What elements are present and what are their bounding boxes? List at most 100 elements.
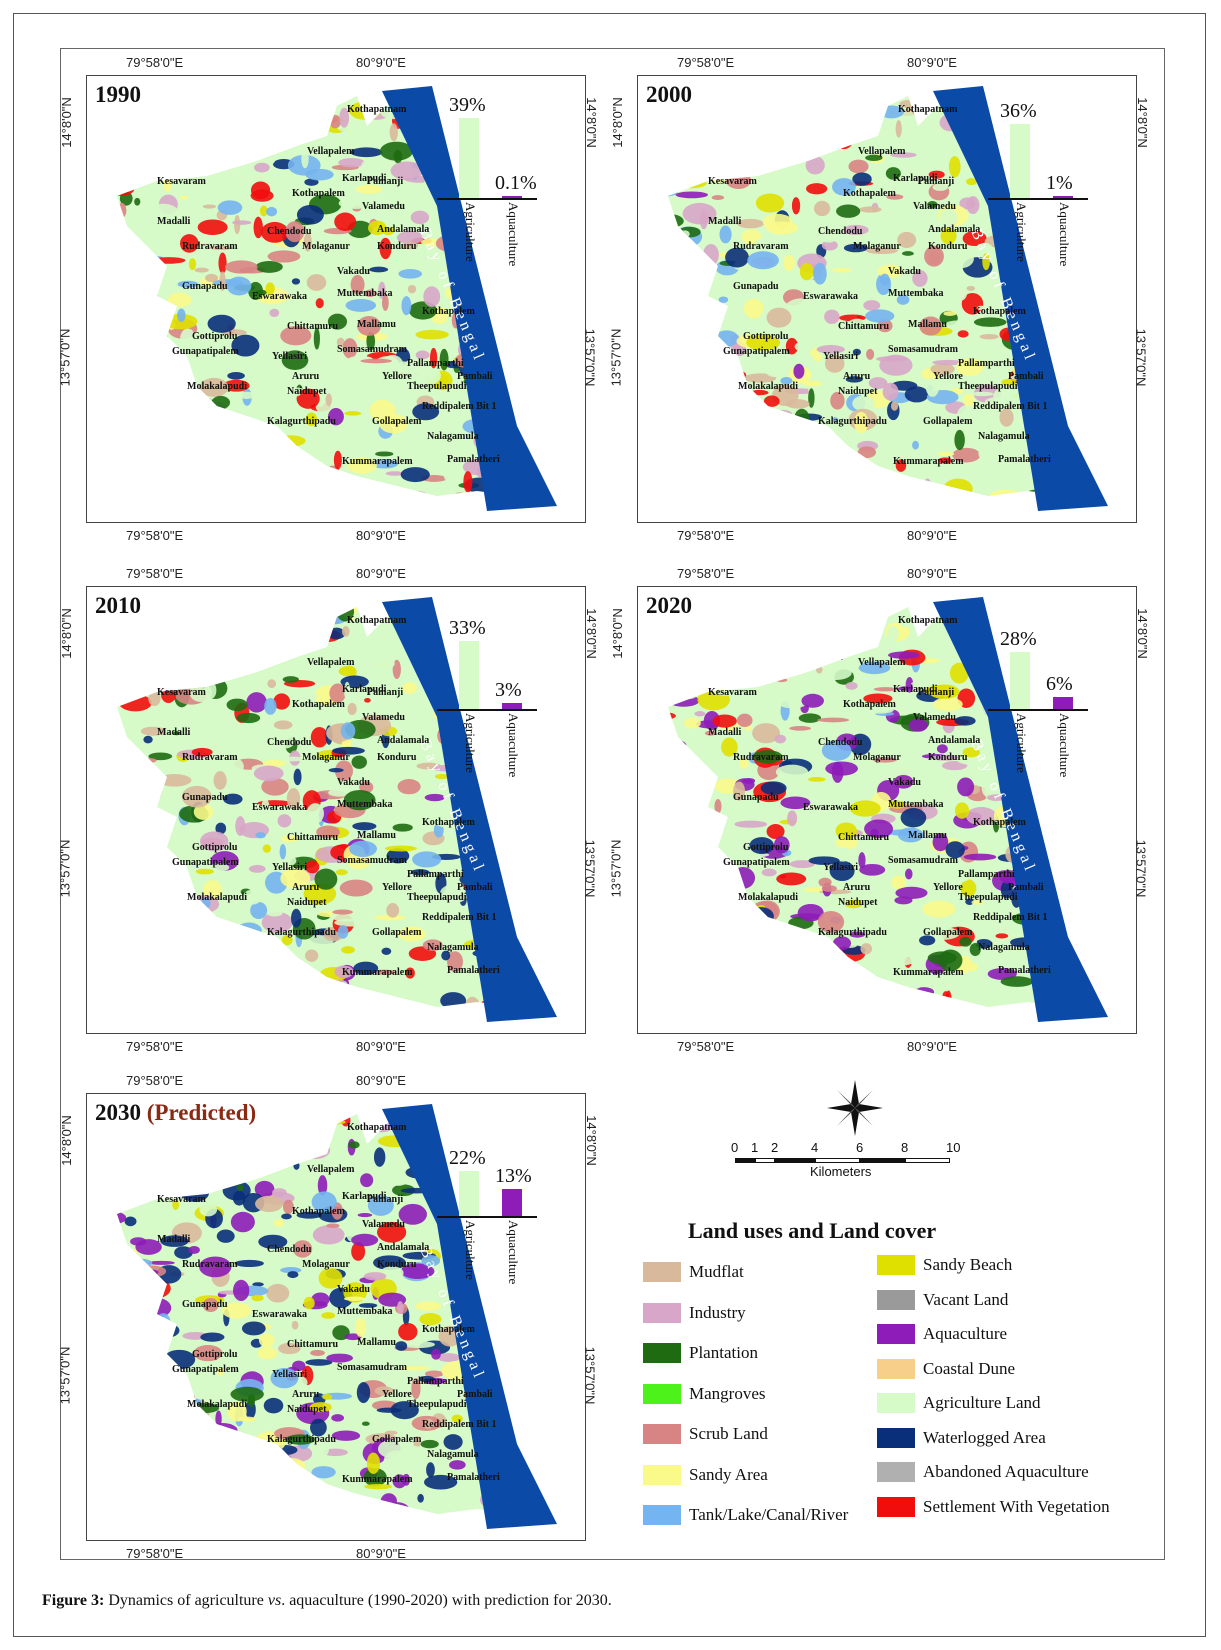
place-label: Madalli xyxy=(708,216,742,227)
place-label: Vellapalem xyxy=(858,146,906,157)
place-label: Kothapatnam xyxy=(347,1122,407,1133)
place-label: Andalamala xyxy=(377,224,430,235)
place-label: Yellore xyxy=(933,371,963,382)
legend-swatch xyxy=(643,1383,681,1404)
place-label: Chendodu xyxy=(818,737,863,748)
latitude-label-right: 14°8'0"N xyxy=(583,608,599,659)
legend-swatch xyxy=(643,1464,681,1485)
aquaculture-axis-label: Aquaculture xyxy=(506,1220,521,1285)
latitude-label-left: 14°8'0"N xyxy=(609,608,625,659)
place-label: Somasamudram xyxy=(888,344,959,355)
place-label: Gollapalem xyxy=(372,927,422,938)
legend-swatch xyxy=(643,1262,681,1282)
caption-text-suffix: . aquaculture (1990-2020) with predictio… xyxy=(281,1592,612,1609)
place-label: Reddipalem Bit 1 xyxy=(973,401,1048,412)
place-label: Molaganur xyxy=(853,752,901,763)
latitude-label-right: 14°8'0"N xyxy=(1134,608,1150,659)
legend-swatch xyxy=(877,1462,915,1482)
place-label: Konduru xyxy=(377,241,417,252)
place-label: Gunapadu xyxy=(182,281,228,292)
place-label: Valamedu xyxy=(362,712,405,723)
place-label: Pallamparthi xyxy=(407,869,464,880)
aquaculture-bar xyxy=(502,702,522,709)
place-label: Kummarapalem xyxy=(342,1474,413,1485)
latitude-label-left: 14°8'0"N xyxy=(58,1115,74,1166)
place-label: Kothapalem xyxy=(843,188,896,199)
legend-swatch xyxy=(643,1302,681,1323)
latitude-label-right: 14°8'0"N xyxy=(583,97,599,148)
latitude-label-left: 14°8'0"N xyxy=(609,97,625,148)
place-label: Muttembaka xyxy=(888,799,944,810)
place-label: Pallamparthi xyxy=(958,869,1015,880)
map-panel-1990: Bay of Bengal Kothapatnam Vellapalem Karlap… xyxy=(86,75,586,523)
place-label: Vellapalem xyxy=(307,657,355,668)
place-label: Pamanji xyxy=(367,687,404,698)
place-label: Aruru xyxy=(292,371,320,382)
figure-caption: Figure 3: Dynamics of agriculture vs. aq… xyxy=(42,1592,612,1610)
legend-item: Mudflat xyxy=(643,1262,744,1282)
place-label: Molakalapudi xyxy=(187,381,248,392)
place-label: Andalamala xyxy=(377,1242,430,1253)
agriculture-bar xyxy=(459,641,479,709)
place-label: Chittamuru xyxy=(838,321,890,332)
scale-segment xyxy=(860,1158,905,1163)
place-label: Pamalatheri xyxy=(447,965,500,976)
legend-swatch xyxy=(877,1255,915,1275)
panel-year: 2030 (Predicted) xyxy=(95,1100,256,1126)
place-label: Kummarapalem xyxy=(342,967,413,978)
place-label: Chittamuru xyxy=(287,832,339,843)
latitude-label-left: 14°8'0"N xyxy=(58,608,74,659)
place-label: Pamalatheri xyxy=(998,454,1051,465)
scale-tick-label: 0 xyxy=(731,1140,739,1155)
legend-swatch xyxy=(643,1505,681,1525)
place-label: Rudravaram xyxy=(182,1259,238,1270)
place-label: Gottiprolu xyxy=(192,331,238,342)
scale-segment xyxy=(905,1158,950,1163)
land-cover-map xyxy=(117,1104,557,1529)
bar-axis xyxy=(437,198,537,200)
sea-area xyxy=(382,597,557,1022)
latitude-label-left: 13°57'0"N xyxy=(57,328,73,387)
place-label: Vellapalem xyxy=(307,1164,355,1175)
place-label: Gottiprolu xyxy=(743,331,789,342)
place-label: Theepulapudi xyxy=(958,892,1018,903)
agriculture-bar xyxy=(459,1170,479,1216)
place-label: Rudravaram xyxy=(733,752,789,763)
agriculture-axis-label: Agriculture xyxy=(1014,202,1029,262)
longitude-label-bottom: 80°9'0"E xyxy=(356,1039,406,1054)
longitude-label-bottom: 80°9'0"E xyxy=(356,528,406,543)
place-label: Gollapalem xyxy=(923,416,973,427)
place-label: Nalagamula xyxy=(427,942,479,953)
legend-label: Tank/Lake/Canal/River xyxy=(689,1505,849,1524)
legend-item: Agriculture Land xyxy=(877,1393,1041,1413)
place-label: Karlapudi xyxy=(342,684,387,695)
scale-unit-label: Kilometers xyxy=(810,1164,872,1179)
place-label: Gollapalem xyxy=(372,416,422,427)
longitude-label-top: 79°58'0"E xyxy=(126,1073,184,1088)
place-label: Vakadu xyxy=(337,777,370,788)
place-label: Konduru xyxy=(377,752,417,763)
place-label: Reddipalem Bit 1 xyxy=(422,1419,497,1430)
longitude-label-bottom: 79°58'0"E xyxy=(677,1039,735,1054)
place-label: Kesavaram xyxy=(708,176,757,187)
place-label: Gunapatipalem xyxy=(723,346,790,357)
agriculture-pct-label: 36% xyxy=(1000,100,1037,123)
legend-swatch xyxy=(877,1358,915,1379)
panel-year: 2010 xyxy=(95,593,141,619)
panel-year-text: 1990 xyxy=(95,82,141,107)
place-label: Gottiprolu xyxy=(743,842,789,853)
place-label: Muttembaka xyxy=(888,288,944,299)
place-label: Eswarawaka xyxy=(252,1309,308,1320)
figure-inner-frame xyxy=(60,48,1165,1560)
place-label: Nalagamula xyxy=(427,431,479,442)
legend-swatch xyxy=(877,1289,915,1310)
place-label: Gunapadu xyxy=(733,792,779,803)
place-label: Andalamala xyxy=(928,224,981,235)
land-cover-map xyxy=(117,86,557,511)
place-label: Molaganur xyxy=(302,1259,350,1270)
legend-label: Mangroves xyxy=(689,1383,766,1403)
place-label: Naidupet xyxy=(287,1404,327,1415)
legend-item: Tank/Lake/Canal/River xyxy=(643,1505,848,1525)
legend-item: Waterlogged Area xyxy=(877,1427,1046,1448)
bar-axis xyxy=(988,198,1088,200)
